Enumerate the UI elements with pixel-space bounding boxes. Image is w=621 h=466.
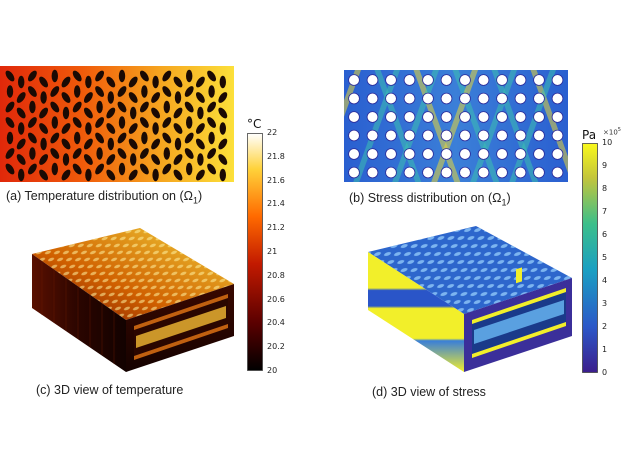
stress-tick-label: 9 (602, 161, 608, 170)
temperature-tick-label: 21 (267, 247, 278, 256)
stress-3d-view (366, 226, 574, 374)
temperature-3d-view (28, 228, 238, 374)
stress-tick-label: 4 (602, 276, 608, 285)
stress-tick-label: 10 (602, 138, 613, 147)
stress-tick-label: 8 (602, 184, 608, 193)
temperature-tick-label: 21.2 (267, 223, 285, 233)
temperature-map-2d (0, 66, 234, 182)
stress-tick-label: 0 (602, 368, 608, 377)
temperature-tick-label: 20.2 (267, 342, 285, 352)
stress-tick-label: 5 (602, 253, 608, 262)
temperature-colorbar (247, 133, 263, 371)
stress-tick-label: 7 (602, 207, 608, 216)
temperature-unit-label: °C (247, 117, 262, 131)
stress-tick-label: 6 (602, 230, 608, 239)
temperature-tick-label: 20.8 (267, 270, 285, 280)
temperature-tick-label: 20.4 (267, 318, 285, 328)
temperature-tick-label: 21.4 (267, 199, 285, 209)
stress-tick-label: 1 (602, 345, 608, 354)
caption-a: (a) Temperature distribution on (Ω1) (6, 189, 203, 206)
temperature-tick-label: 21.8 (267, 151, 285, 161)
stress-tick-label: 3 (602, 299, 608, 308)
caption-b: (b) Stress distribution on (Ω1) (349, 191, 511, 208)
stress-multiplier-label: ×105 (603, 127, 621, 137)
stress-map-2d (344, 70, 568, 182)
stress-tick-label: 2 (602, 322, 608, 331)
stress-colorbar (582, 143, 598, 373)
caption-d: (d) 3D view of stress (372, 385, 486, 399)
caption-c: (c) 3D view of temperature (36, 383, 184, 397)
temperature-tick-label: 20.6 (267, 294, 285, 304)
stress-unit-label: Pa (582, 128, 597, 142)
temperature-tick-label: 20 (267, 366, 278, 375)
temperature-tick-label: 21.6 (267, 175, 285, 185)
temperature-tick-label: 22 (267, 128, 278, 137)
